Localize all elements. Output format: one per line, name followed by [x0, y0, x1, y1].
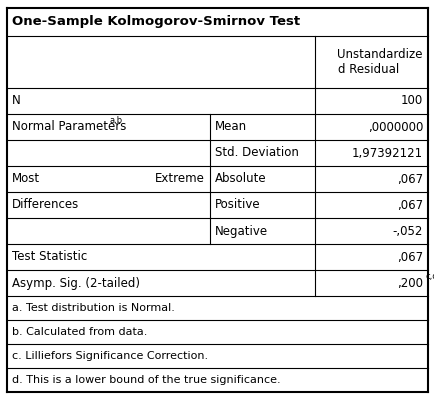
Text: b. Calculated from data.: b. Calculated from data. — [12, 327, 147, 337]
Text: 1,97392121: 1,97392121 — [351, 146, 422, 160]
Text: a. Test distribution is Normal.: a. Test distribution is Normal. — [12, 303, 174, 313]
Text: ,200: ,200 — [396, 276, 422, 290]
Text: ,0000000: ,0000000 — [367, 120, 422, 134]
Text: Extreme: Extreme — [155, 172, 204, 186]
Text: c. Lilliefors Significance Correction.: c. Lilliefors Significance Correction. — [12, 351, 207, 361]
Text: Negative: Negative — [214, 224, 267, 238]
Text: Mean: Mean — [214, 120, 247, 134]
Text: d. This is a lower bound of the true significance.: d. This is a lower bound of the true sig… — [12, 375, 280, 385]
Text: Unstandardize
d Residual: Unstandardize d Residual — [337, 48, 422, 76]
Text: -,052: -,052 — [392, 224, 422, 238]
Text: c,d: c,d — [424, 272, 434, 282]
Text: N: N — [12, 94, 21, 108]
Text: Differences: Differences — [12, 198, 79, 212]
Text: ,067: ,067 — [396, 250, 422, 264]
Text: Std. Deviation: Std. Deviation — [214, 146, 298, 160]
Text: Normal Parameters: Normal Parameters — [12, 120, 126, 134]
Text: Asymp. Sig. (2-tailed): Asymp. Sig. (2-tailed) — [12, 276, 140, 290]
Text: Absolute: Absolute — [214, 172, 266, 186]
Text: 100: 100 — [400, 94, 422, 108]
Text: One-Sample Kolmogorov-Smirnov Test: One-Sample Kolmogorov-Smirnov Test — [12, 16, 299, 28]
Text: Positive: Positive — [214, 198, 260, 212]
Text: ,067: ,067 — [396, 198, 422, 212]
Text: ,067: ,067 — [396, 172, 422, 186]
Text: Most: Most — [12, 172, 40, 186]
Text: Test Statistic: Test Statistic — [12, 250, 87, 264]
Text: a,b: a,b — [109, 116, 122, 126]
